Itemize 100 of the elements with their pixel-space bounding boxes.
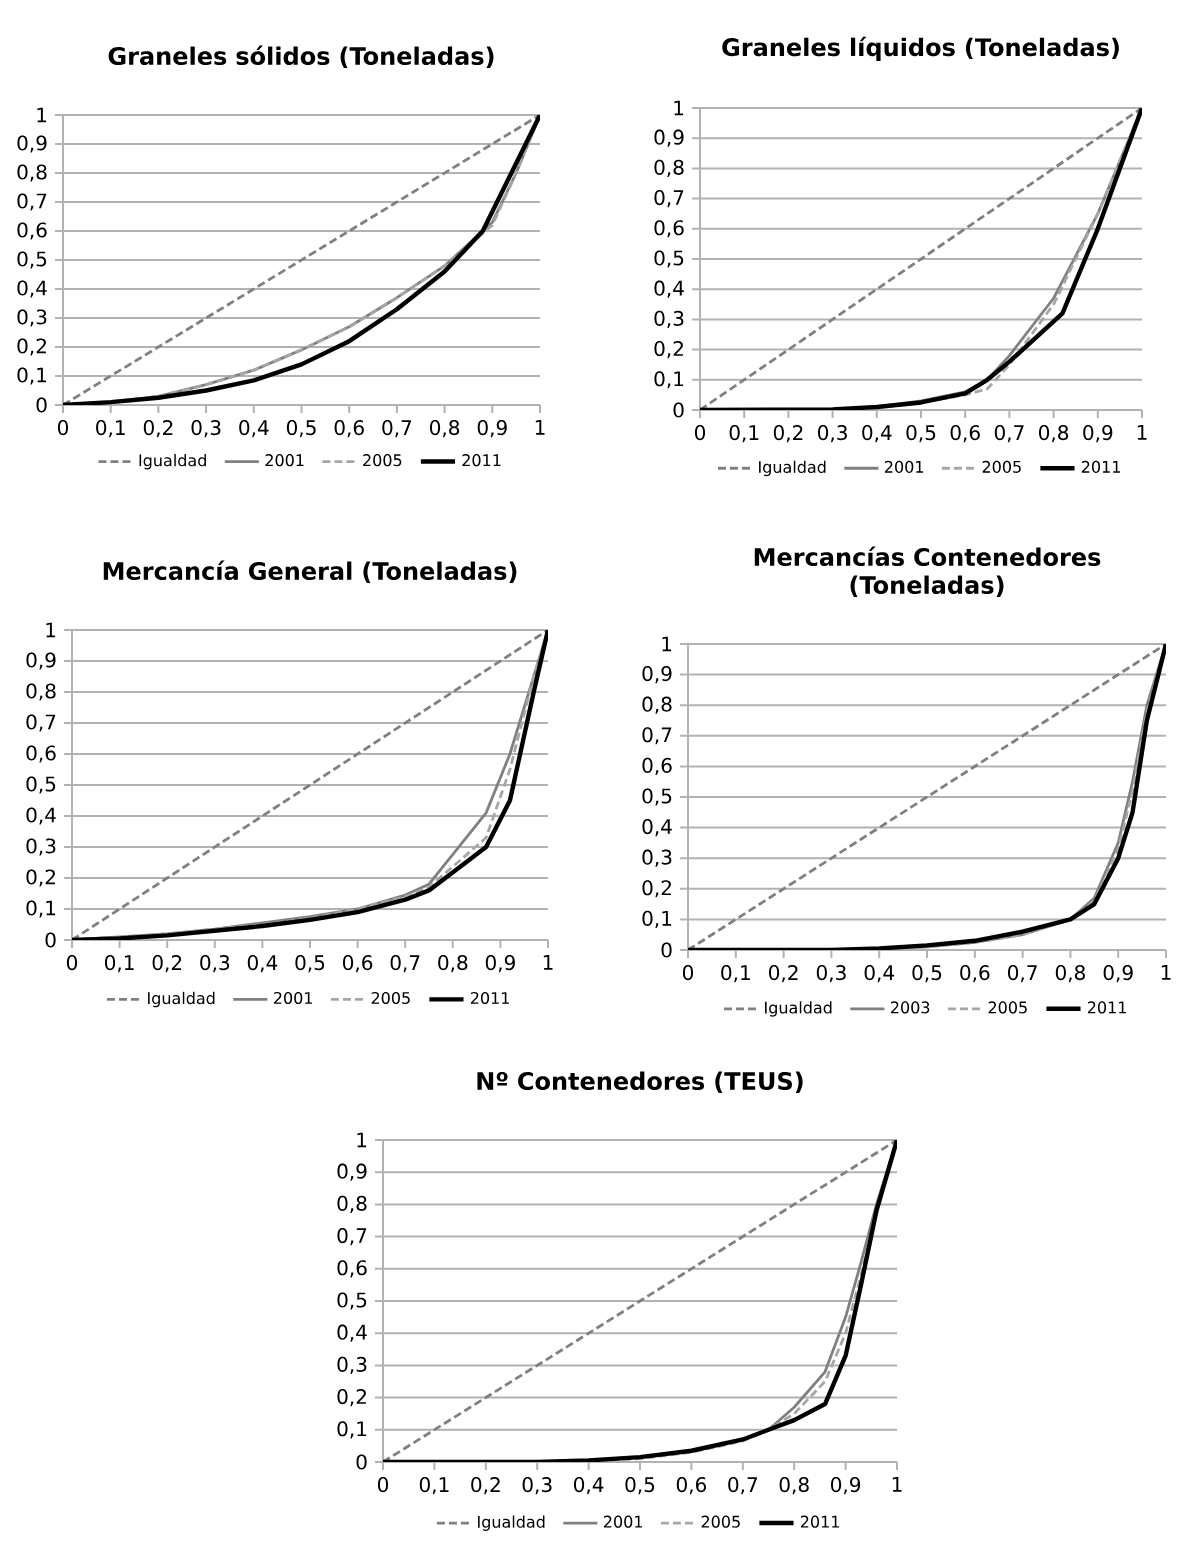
- legend-label: Igualdad: [139, 454, 206, 470]
- x-tick-label: 0,7: [728, 1477, 757, 1495]
- y-tick-label: 0: [45, 932, 56, 948]
- legend-label: Igualdad: [759, 460, 826, 477]
- x-tick-label: 1: [1137, 425, 1147, 440]
- chart-title: Graneles líquidos (Toneladas): [722, 36, 1119, 61]
- legend-label: 2005: [371, 991, 410, 1005]
- x-tick-label: 0,7: [1008, 965, 1037, 983]
- y-tick-label: 0,6: [26, 745, 56, 763]
- y-tick-label: 0,6: [17, 222, 47, 240]
- legend-label: 2001: [603, 1515, 643, 1528]
- y-tick-label: 0,3: [337, 1356, 367, 1374]
- x-tick-label: 0,4: [864, 965, 894, 983]
- y-tick-label: 0,5: [642, 788, 672, 806]
- y-tick-label: 0,5: [17, 251, 47, 269]
- chart-title: Mercancía General (Toneladas): [103, 560, 517, 583]
- y-tick-label: 0,6: [337, 1260, 367, 1278]
- x-tick-label: 0,5: [295, 955, 325, 973]
- chart-title: Nº Contenedores (TEUS): [477, 1071, 803, 1093]
- y-tick-label: 0: [36, 397, 47, 413]
- x-tick-label: 0,8: [779, 1477, 809, 1495]
- y-tick-label: 0,7: [654, 189, 684, 208]
- legend-label: 2005: [982, 460, 1021, 473]
- y-tick-label: 0,2: [654, 340, 683, 359]
- y-tick-label: 0: [661, 942, 672, 958]
- y-tick-label: 0,3: [642, 849, 672, 867]
- x-tick-label: 0,3: [818, 425, 847, 443]
- x-tick-label: 0,8: [1039, 425, 1069, 443]
- y-tick-label: 0: [673, 402, 684, 418]
- y-tick-label: 0,7: [337, 1227, 367, 1246]
- x-tick-label: 1: [1161, 965, 1171, 980]
- y-tick-label: 0,6: [654, 220, 684, 238]
- y-tick-label: 1: [357, 1132, 367, 1148]
- y-tick-label: 0,9: [17, 135, 47, 153]
- y-tick-label: 0,8: [17, 164, 47, 182]
- x-tick-label: 0,1: [96, 420, 125, 438]
- x-tick-label: 0,1: [419, 1477, 449, 1495]
- x-tick-label: 0,4: [574, 1477, 604, 1495]
- y-tick-label: 0,7: [26, 714, 56, 732]
- y-tick-label: 0,4: [337, 1324, 367, 1342]
- y-tick-label: 0,8: [26, 683, 56, 701]
- y-tick-label: 0,2: [26, 869, 55, 887]
- x-tick-label: 0,7: [390, 955, 420, 973]
- y-tick-label: 0,5: [654, 250, 684, 268]
- legend-label: 2011: [470, 991, 509, 1005]
- y-tick-label: 0,4: [26, 807, 56, 825]
- x-tick-label: 0,1: [105, 955, 134, 973]
- x-tick-label: 0,3: [200, 955, 230, 973]
- x-tick-label: 0,2: [143, 420, 173, 438]
- y-tick-label: 0,2: [337, 1388, 366, 1407]
- y-tick-label: 1: [37, 107, 47, 123]
- legend-label: 2005: [363, 454, 402, 467]
- x-tick-label: 0,2: [769, 965, 798, 983]
- x-tick-label: 0,7: [994, 425, 1024, 443]
- y-tick-label: 0,9: [642, 665, 672, 684]
- y-tick-label: 0,9: [26, 652, 56, 670]
- y-tick-label: 0,7: [17, 193, 47, 211]
- y-tick-label: 0,4: [17, 280, 47, 298]
- x-tick-label: 0,8: [430, 420, 460, 438]
- x-tick-label: 0,1: [721, 965, 750, 983]
- legend-label: 2001: [265, 454, 304, 467]
- x-tick-label: 0,8: [438, 955, 468, 973]
- y-tick-label: 0,1: [654, 371, 684, 389]
- x-tick-label: 0: [66, 955, 78, 971]
- y-tick-label: 0,7: [642, 727, 672, 745]
- legend-label: 2011: [1087, 1001, 1126, 1014]
- x-tick-label: 0,4: [247, 955, 278, 973]
- y-tick-label: 1: [674, 100, 684, 116]
- legend-label: 2005: [701, 1515, 740, 1528]
- y-tick-label: 0,3: [654, 310, 684, 328]
- y-tick-label: 0,3: [17, 309, 47, 327]
- x-tick-label: 0,8: [1055, 965, 1085, 983]
- y-tick-label: 0,1: [26, 900, 56, 918]
- x-tick-label: 1: [543, 955, 553, 970]
- legend-label: 2011: [1081, 460, 1120, 473]
- y-tick-label: 0,9: [337, 1163, 367, 1181]
- y-tick-label: 0,4: [642, 818, 672, 837]
- y-tick-label: 0,4: [654, 280, 684, 298]
- y-tick-label: 0,1: [337, 1421, 367, 1439]
- x-tick-label: 0,5: [625, 1477, 655, 1495]
- x-tick-label: 1: [892, 1477, 902, 1492]
- x-tick-label: 0,4: [239, 420, 269, 438]
- y-tick-label: 0: [356, 1454, 367, 1470]
- y-tick-label: 0,2: [17, 338, 46, 356]
- y-tick-label: 0,1: [642, 910, 672, 928]
- y-tick-label: 0,3: [26, 838, 56, 856]
- y-tick-label: 0,8: [642, 696, 672, 714]
- x-tick-label: 0,9: [477, 420, 507, 438]
- x-tick-label: 0,2: [152, 955, 182, 973]
- legend-label: Igualdad: [765, 1001, 832, 1017]
- x-tick-label: 0: [57, 420, 69, 436]
- x-tick-label: 0,5: [906, 425, 936, 443]
- y-tick-label: 1: [46, 622, 56, 638]
- x-tick-label: 0: [694, 425, 706, 441]
- legend-label: 2005: [988, 1001, 1027, 1014]
- legend-label: Igualdad: [148, 991, 215, 1008]
- y-tick-label: 0,5: [26, 776, 56, 794]
- x-tick-label: 0,2: [471, 1477, 500, 1495]
- x-tick-label: 0,9: [1103, 965, 1133, 983]
- x-tick-label: 0,6: [960, 965, 990, 983]
